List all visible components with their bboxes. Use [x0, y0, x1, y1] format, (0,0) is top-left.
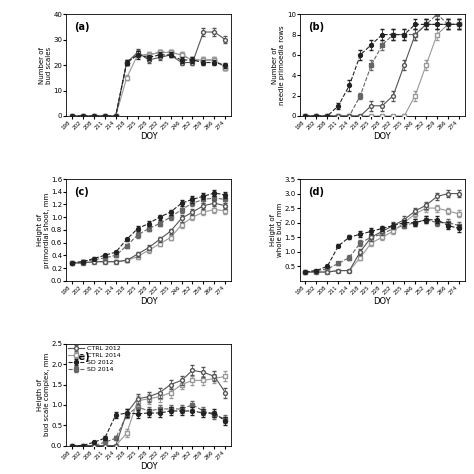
Y-axis label: Number of
needle primoedia rows: Number of needle primoedia rows: [273, 25, 285, 105]
Text: (a): (a): [74, 22, 90, 32]
Text: (d): (d): [308, 187, 324, 197]
Y-axis label: Height of
primordial shoot, mm: Height of primordial shoot, mm: [36, 192, 50, 267]
X-axis label: DOY: DOY: [140, 462, 157, 471]
Text: (c): (c): [74, 187, 89, 197]
X-axis label: DOY: DOY: [374, 132, 391, 141]
Y-axis label: Height of
whole bud, mm: Height of whole bud, mm: [270, 203, 283, 257]
Text: (b): (b): [308, 22, 324, 32]
X-axis label: DOY: DOY: [374, 297, 391, 306]
X-axis label: DOY: DOY: [140, 132, 157, 141]
Y-axis label: Number of
bud scales: Number of bud scales: [39, 46, 52, 83]
Legend: CTRL 2012, CTRL 2014, SD 2012, SD 2014: CTRL 2012, CTRL 2014, SD 2012, SD 2014: [68, 346, 121, 372]
Y-axis label: Heigth of
bud scale complex, mm: Heigth of bud scale complex, mm: [36, 353, 50, 437]
X-axis label: DOY: DOY: [140, 297, 157, 306]
Text: (e): (e): [74, 352, 90, 362]
